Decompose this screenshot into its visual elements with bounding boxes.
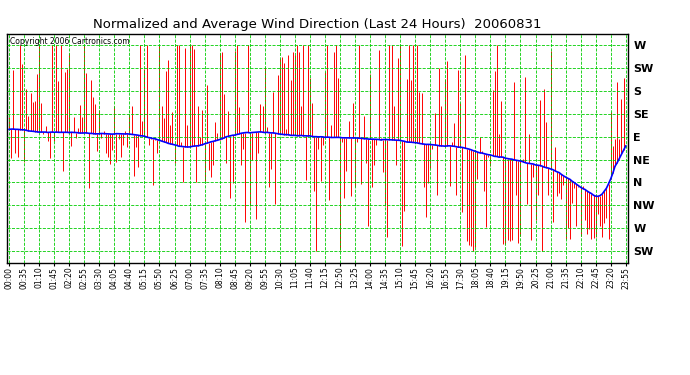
Title: Normalized and Average Wind Direction (Last 24 Hours)  20060831: Normalized and Average Wind Direction (L… bbox=[93, 18, 542, 31]
Text: Copyright 2006 Cartronics.com: Copyright 2006 Cartronics.com bbox=[10, 37, 130, 46]
